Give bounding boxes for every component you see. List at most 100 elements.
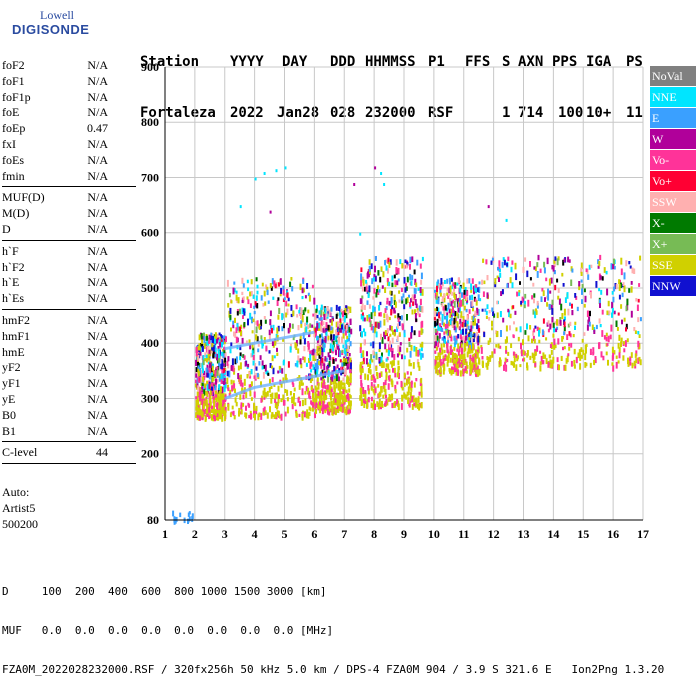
legend-entry: SSW [650,192,696,212]
echo-pixel [454,369,457,373]
echo-pixel [471,323,474,329]
param-value: N/A [87,243,108,258]
echo-pixel [205,367,208,373]
echo-pixel [460,323,462,327]
echo-pixel [295,304,298,310]
echo-pixel [420,279,423,285]
echo-pixel [374,327,377,334]
echo-pixel [506,283,509,288]
legend-entry: X- [650,213,696,233]
echo-pixel [391,402,394,409]
echo-pixel [488,310,491,314]
echo-pixel [469,362,471,365]
echo-pixel [342,317,345,321]
echo-pixel [522,350,525,355]
echo-pixel [416,307,419,313]
echo-pixel [396,381,399,385]
echo-pixel [384,287,387,293]
echo-pixel [391,275,394,282]
echo-pixel [325,322,328,329]
echo-pixel [203,375,206,381]
echo-pixel [465,361,468,366]
echo-pixel [415,378,418,382]
echo-pixel [294,402,297,407]
echo-pixel [510,360,513,366]
echo-pixel [205,342,208,347]
echo-pixel [345,361,348,366]
echo-pixel [607,300,610,307]
header-value: 2022 [230,105,264,121]
echo-pixel [481,356,484,360]
echo-pixel [301,382,304,386]
echo-pixel [188,516,191,522]
echo-pixel [566,292,569,299]
echo-pixel [361,312,364,316]
echo-pixel [319,371,322,376]
echo-pixel [617,342,620,349]
echo-pixel [246,296,249,300]
echo-pixel [198,334,201,341]
echo-pixel [277,410,280,416]
echo-pixel [256,320,259,327]
echo-pixel [473,364,476,369]
echo-pixel [605,270,608,275]
echo-pixel [316,364,319,372]
echo-pixel [222,351,225,359]
echo-pixel [278,307,281,314]
echo-pixel [224,406,227,413]
echo-pixel [318,353,321,359]
echo-pixel [554,256,557,261]
echo-pixel [409,256,412,264]
echo-pixel [459,319,462,325]
echo-pixel [556,319,558,326]
echo-pixel [310,369,313,373]
echo-pixel [611,362,614,366]
echo-pixel [254,363,257,369]
echo-pixel [370,396,373,402]
echo-pixel [449,370,451,374]
echo-pixel [260,335,263,340]
echo-pixel [384,388,387,396]
echo-pixel [584,295,587,303]
echo-pixel [564,364,567,371]
echo-pixel [282,359,285,364]
echo-pixel [263,316,266,320]
echo-pixel [552,322,555,328]
echo-pixel [595,281,598,288]
echo-pixel [446,278,449,284]
echo-pixel [524,257,527,262]
echo-pixel [234,388,236,393]
echo-pixel [436,306,438,311]
x-tick-label: 7 [341,527,347,541]
echo-pixel [416,259,419,266]
echo-pixel [196,414,199,419]
echo-pixel [312,402,315,408]
echo-pixel [269,378,271,384]
echo-pixel [208,350,211,355]
echo-pixel [553,270,556,275]
echo-pixel [284,389,287,393]
echo-pixel [405,264,408,269]
echo-pixel [635,298,638,302]
echo-pixel [377,290,380,295]
echo-pixel [247,318,249,326]
echo-pixel [280,398,283,402]
echo-pixel [197,385,200,392]
echo-pixel [322,321,325,326]
echo-pixel [336,399,339,406]
echo-pixel [545,358,548,364]
echo-pixel [515,364,518,371]
param-name: hmF2 [2,312,31,327]
param-value: N/A [87,89,108,104]
echo-pixel [246,279,249,284]
echo-pixel [297,397,300,403]
echo-pixel [200,413,203,420]
echo-pixel [626,298,629,306]
echo-pixel [393,274,396,279]
echo-pixel [434,289,436,293]
echo-pixel [332,344,334,352]
echo-pixel [516,355,519,360]
echo-pixel [202,403,205,409]
echo-pixel [502,317,505,323]
echo-pixel [562,346,564,351]
